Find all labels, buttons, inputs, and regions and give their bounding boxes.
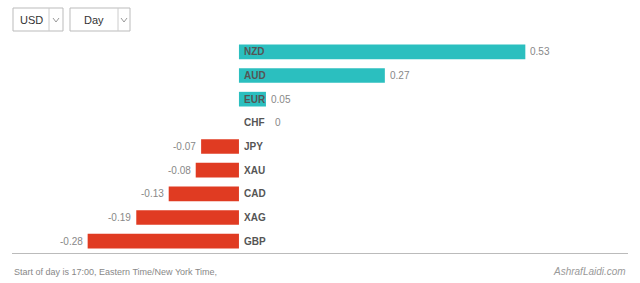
svg-text:-0.13: -0.13 [141,188,164,199]
svg-text:CHF: CHF [244,117,265,128]
svg-text:EUR: EUR [244,94,266,105]
svg-text:0.27: 0.27 [390,70,410,81]
svg-text:NZD: NZD [244,46,265,57]
svg-text:CAD: CAD [244,188,266,199]
svg-text:JPY: JPY [244,141,263,152]
svg-text:Start of day is 17:00, Eastern: Start of day is 17:00, Eastern Time/New … [14,267,217,277]
svg-text:USD: USD [20,14,43,26]
svg-text:XAU: XAU [244,165,265,176]
svg-text:AUD: AUD [244,70,266,81]
svg-text:Day: Day [84,14,104,26]
svg-text:AshrafLaidi.com: AshrafLaidi.com [553,266,626,277]
svg-text:-0.28: -0.28 [60,236,83,247]
svg-text:GBP: GBP [244,236,266,247]
svg-text:0.53: 0.53 [530,46,550,57]
svg-text:-0.19: -0.19 [108,212,131,223]
svg-text:XAG: XAG [244,212,266,223]
svg-text:0.05: 0.05 [271,94,291,105]
svg-text:0: 0 [275,117,281,128]
svg-text:-0.07: -0.07 [173,141,196,152]
svg-text:-0.08: -0.08 [168,165,191,176]
